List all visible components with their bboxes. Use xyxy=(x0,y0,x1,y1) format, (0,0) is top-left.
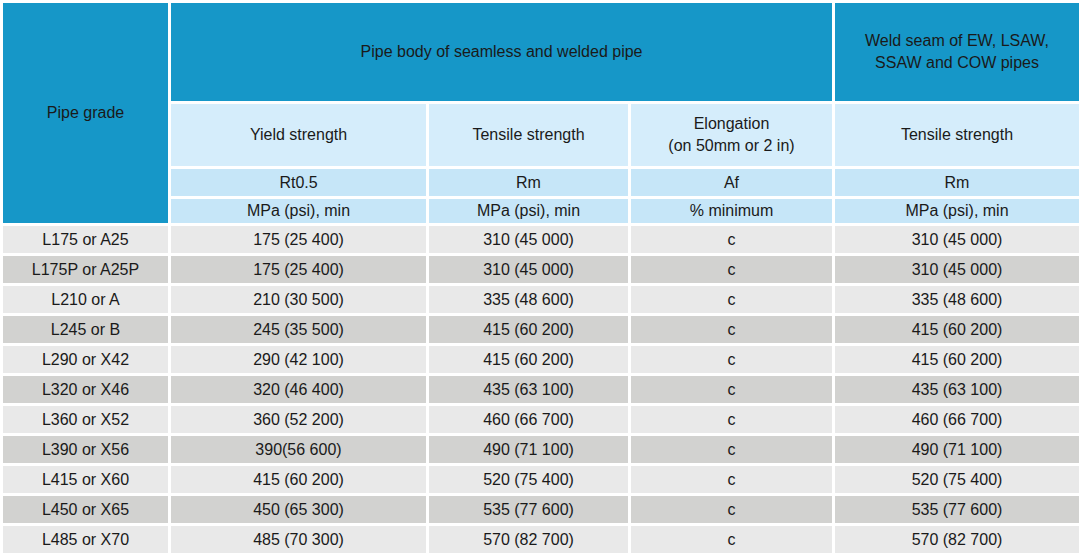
cell-yield: 360 (52 200) xyxy=(171,406,426,433)
cell-elongation: c xyxy=(631,496,832,523)
cell-tensile: 435 (63 100) xyxy=(429,376,628,403)
cell-elongation: c xyxy=(631,286,832,313)
cell-weld-tensile: 415 (60 200) xyxy=(835,316,1079,343)
unit-cell-elongation: % minimum xyxy=(631,199,832,223)
cell-elongation: c xyxy=(631,256,832,283)
cell-yield: 290 (42 100) xyxy=(171,346,426,373)
cell-elongation: c xyxy=(631,226,832,253)
yield-strength-header-cell: Yield strength xyxy=(171,104,426,166)
unit-cell-weld-tensile: MPa (psi), min xyxy=(835,199,1079,223)
cell-tensile: 490 (71 100) xyxy=(429,436,628,463)
table-row: L290 or X42290 (42 100)415 (60 200)c415 … xyxy=(3,346,1079,373)
cell-elongation: c xyxy=(631,376,832,403)
cell-grade: L175P or A25P xyxy=(3,256,168,283)
cell-grade: L290 or X42 xyxy=(3,346,168,373)
symbol-cell-weld-tensile: Rm xyxy=(835,169,1079,196)
pipe-body-group-header-cell: Pipe body of seamless and welded pipe xyxy=(171,3,832,101)
cell-tensile: 415 (60 200) xyxy=(429,346,628,373)
weld-seam-header-line1: Weld seam of EW, LSAW, xyxy=(839,30,1075,52)
cell-weld-tensile: 570 (82 700) xyxy=(835,526,1079,553)
cell-grade: L320 or X46 xyxy=(3,376,168,403)
cell-grade: L390 or X56 xyxy=(3,436,168,463)
unit-cell-yield: MPa (psi), min xyxy=(171,199,426,223)
cell-yield: 450 (65 300) xyxy=(171,496,426,523)
cell-tensile: 570 (82 700) xyxy=(429,526,628,553)
cell-tensile: 460 (66 700) xyxy=(429,406,628,433)
table-row: L210 or A210 (30 500)335 (48 600)c335 (4… xyxy=(3,286,1079,313)
weld-tensile-strength-header-cell: Tensile strength xyxy=(835,104,1079,166)
cell-tensile: 535 (77 600) xyxy=(429,496,628,523)
cell-grade: L450 or X65 xyxy=(3,496,168,523)
cell-tensile: 520 (75 400) xyxy=(429,466,628,493)
cell-grade: L210 or A xyxy=(3,286,168,313)
cell-weld-tensile: 435 (63 100) xyxy=(835,376,1079,403)
cell-weld-tensile: 535 (77 600) xyxy=(835,496,1079,523)
cell-yield: 390(56 600) xyxy=(171,436,426,463)
table-row: L415 or X60415 (60 200)520 (75 400)c520 … xyxy=(3,466,1079,493)
cell-elongation: c xyxy=(631,316,832,343)
tensile-strength-header-cell: Tensile strength xyxy=(429,104,628,166)
cell-weld-tensile: 520 (75 400) xyxy=(835,466,1079,493)
cell-yield: 210 (30 500) xyxy=(171,286,426,313)
symbol-cell-tensile: Rm xyxy=(429,169,628,196)
cell-grade: L485 or X70 xyxy=(3,526,168,553)
table-row: L175P or A25P175 (25 400)310 (45 000)c31… xyxy=(3,256,1079,283)
cell-tensile: 310 (45 000) xyxy=(429,226,628,253)
table-row: L360 or X52360 (52 200)460 (66 700)c460 … xyxy=(3,406,1079,433)
cell-elongation: c xyxy=(631,406,832,433)
table-row: L390 or X56390(56 600)490 (71 100)c490 (… xyxy=(3,436,1079,463)
cell-yield: 485 (70 300) xyxy=(171,526,426,553)
cell-weld-tensile: 460 (66 700) xyxy=(835,406,1079,433)
pipe-grade-header-cell: Pipe grade xyxy=(3,3,168,223)
cell-grade: L245 or B xyxy=(3,316,168,343)
cell-weld-tensile: 415 (60 200) xyxy=(835,346,1079,373)
elongation-header-line1: Elongation xyxy=(635,113,828,135)
table-body: Pipe grade Pipe body of seamless and wel… xyxy=(3,3,1079,553)
weld-seam-group-header-cell: Weld seam of EW, LSAW, SSAW and COW pipe… xyxy=(835,3,1079,101)
cell-grade: L360 or X52 xyxy=(3,406,168,433)
table-row: L450 or X65450 (65 300)535 (77 600)c535 … xyxy=(3,496,1079,523)
table-row: L320 or X46320 (46 400)435 (63 100)c435 … xyxy=(3,376,1079,403)
elongation-header-cell: Elongation (on 50mm or 2 in) xyxy=(631,104,832,166)
unit-cell-tensile: MPa (psi), min xyxy=(429,199,628,223)
cell-elongation: c xyxy=(631,346,832,373)
symbol-cell-elongation: Af xyxy=(631,169,832,196)
weld-seam-header-line2: SSAW and COW pipes xyxy=(839,52,1075,74)
table-row: L485 or X70485 (70 300)570 (82 700)c570 … xyxy=(3,526,1079,553)
cell-yield: 175 (25 400) xyxy=(171,256,426,283)
cell-elongation: c xyxy=(631,466,832,493)
cell-weld-tensile: 335 (48 600) xyxy=(835,286,1079,313)
cell-grade: L415 or X60 xyxy=(3,466,168,493)
cell-yield: 415 (60 200) xyxy=(171,466,426,493)
table-row: L245 or B245 (35 500)415 (60 200)c415 (6… xyxy=(3,316,1079,343)
cell-weld-tensile: 310 (45 000) xyxy=(835,256,1079,283)
cell-yield: 175 (25 400) xyxy=(171,226,426,253)
cell-tensile: 415 (60 200) xyxy=(429,316,628,343)
pipe-strength-table-page: Pipe grade Pipe body of seamless and wel… xyxy=(0,0,1082,558)
elongation-header-line2: (on 50mm or 2 in) xyxy=(635,135,828,157)
group-header-row: Pipe grade Pipe body of seamless and wel… xyxy=(3,3,1079,101)
cell-grade: L175 or A25 xyxy=(3,226,168,253)
cell-elongation: c xyxy=(631,526,832,553)
cell-elongation: c xyxy=(631,436,832,463)
cell-weld-tensile: 490 (71 100) xyxy=(835,436,1079,463)
table-row: L175 or A25175 (25 400)310 (45 000)c310 … xyxy=(3,226,1079,253)
cell-yield: 320 (46 400) xyxy=(171,376,426,403)
pipe-strength-spec-table: Pipe grade Pipe body of seamless and wel… xyxy=(0,0,1082,556)
cell-yield: 245 (35 500) xyxy=(171,316,426,343)
cell-tensile: 335 (48 600) xyxy=(429,286,628,313)
symbol-cell-yield: Rt0.5 xyxy=(171,169,426,196)
cell-tensile: 310 (45 000) xyxy=(429,256,628,283)
cell-weld-tensile: 310 (45 000) xyxy=(835,226,1079,253)
